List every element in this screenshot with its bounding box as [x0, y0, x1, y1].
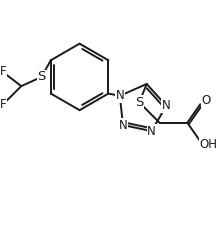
Text: S: S: [37, 70, 46, 83]
Text: N: N: [116, 89, 124, 102]
Text: N: N: [162, 99, 171, 112]
Text: O: O: [201, 94, 210, 107]
Text: F: F: [0, 98, 6, 111]
Text: S: S: [135, 96, 143, 109]
Text: OH: OH: [200, 138, 216, 151]
Text: N: N: [119, 119, 127, 131]
Text: N: N: [147, 124, 156, 138]
Text: F: F: [0, 65, 6, 78]
